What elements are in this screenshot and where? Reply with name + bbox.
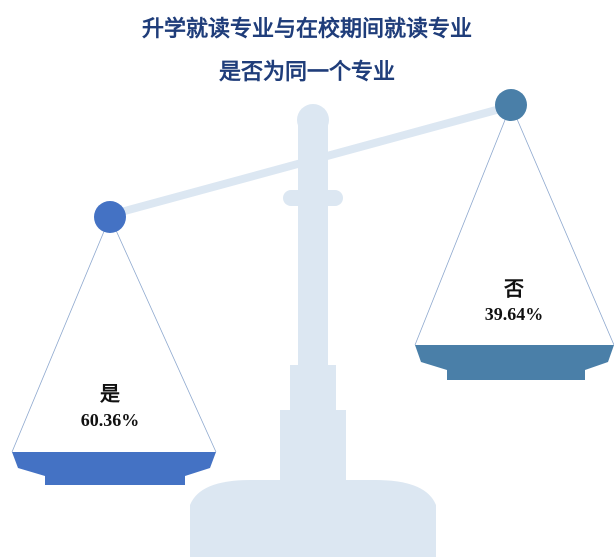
category-label: 是 — [99, 382, 120, 406]
scale-body — [190, 104, 436, 557]
category-label: 否 — [503, 277, 524, 301]
pan — [12, 452, 216, 485]
weight-ball — [94, 201, 126, 233]
weight-ball — [495, 89, 527, 121]
chart: 升学就读专业与在校期间就读专业 是否为同一个专业 是 60.36% 否 39.64% — [0, 0, 614, 557]
pan — [415, 345, 614, 380]
chart-title: 升学就读专业与在校期间就读专业 — [142, 16, 472, 42]
chart-title: 是否为同一个专业 — [219, 59, 395, 85]
value-label: 39.64% — [485, 304, 544, 324]
value-label: 60.36% — [81, 410, 140, 430]
